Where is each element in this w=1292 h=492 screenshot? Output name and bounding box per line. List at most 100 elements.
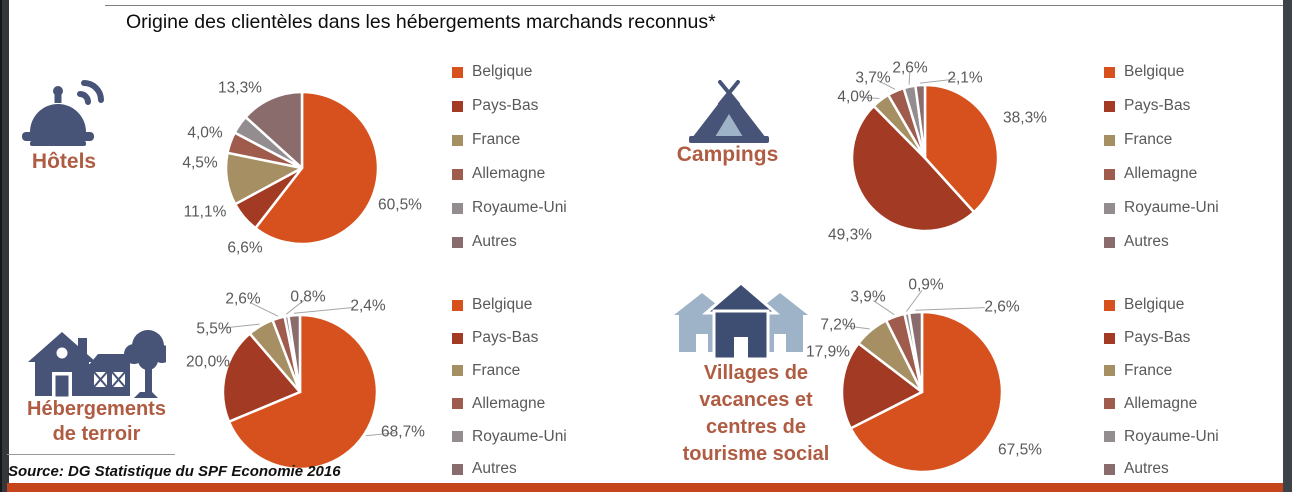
legend-marker <box>1104 134 1115 146</box>
pie-value-label: 60,5% <box>378 197 422 214</box>
category-label-line: Hôtels <box>31 150 97 173</box>
legend-label: Belgique <box>472 63 533 80</box>
legend-item: Allemagne <box>1104 157 1274 191</box>
legend-item: Pays-Bas <box>452 322 622 355</box>
right-border-bar <box>1283 0 1292 492</box>
legend-label: Royaume-Uni <box>1124 427 1219 445</box>
legend-marker <box>452 66 463 78</box>
pie-value-label: 0,8% <box>290 289 326 306</box>
legend-label: Royaume-Uni <box>1124 199 1219 216</box>
legend-campings: Belgique Pays-Bas France Allemagne Royaume-U… <box>1104 55 1274 259</box>
category-label-line: de terroir <box>52 423 141 445</box>
legend-marker <box>1104 168 1115 180</box>
pie-label-leader-line <box>873 300 895 316</box>
pie-label-leader-line <box>223 323 260 329</box>
pie-value-label: 6,6% <box>227 240 263 257</box>
pie-label-leader-line <box>877 79 896 90</box>
pie-label-leader-line <box>844 325 870 330</box>
legend-label: Belgique <box>1124 296 1185 314</box>
pie-slice-belgique <box>923 83 1000 214</box>
bottom-accent-bar <box>7 483 1283 492</box>
category-label-line: Villages de <box>703 362 809 384</box>
legend-label: Allemagne <box>1124 394 1198 412</box>
legend-label: Autres <box>472 233 517 250</box>
pie-chart-hotels: 60,5% 6,6% 11,1% 4,5% 4,0% 13,3% <box>182 80 422 257</box>
legend-marker <box>1104 431 1115 443</box>
legend-label: Autres <box>1124 233 1169 250</box>
legend-marker <box>1104 66 1115 78</box>
legend-label: France <box>1124 131 1173 148</box>
legend-marker <box>1104 365 1115 377</box>
pie-value-label: 3,9% <box>850 289 886 306</box>
legend-item: France <box>1104 123 1274 157</box>
legend-hotels: Belgique Pays-Bas France Allemagne Royaume-U… <box>452 55 622 259</box>
legend-terroir: Belgique Pays-Bas France Allemagne Royaume-U… <box>452 289 622 486</box>
legend-label: France <box>1124 361 1173 379</box>
legend-label: France <box>472 361 521 379</box>
category-label-line: centres de <box>705 416 807 438</box>
category-label-campings: Campings <box>650 143 805 167</box>
pie-value-label: 0,9% <box>908 277 944 294</box>
pie-value-label: 17,9% <box>806 344 850 361</box>
pie-value-label: 20,0% <box>186 354 230 371</box>
pie-value-label: 2,6% <box>225 291 261 308</box>
legend-item: Allemagne <box>452 387 622 420</box>
legend-marker <box>452 431 463 443</box>
legend-label: Pays-Bas <box>1124 97 1191 114</box>
pie-slice-autres <box>914 83 927 160</box>
pie-label-leader-line <box>905 290 923 312</box>
pie-value-label: 2,6% <box>892 60 928 77</box>
legend-item: Royaume-Uni <box>452 191 622 225</box>
legend-marker <box>452 463 463 475</box>
pie-slice-pays-bas <box>221 332 302 423</box>
legend-label: Belgique <box>472 296 533 314</box>
pie-value-label: 2,1% <box>947 70 983 87</box>
legend-item: Autres <box>1104 453 1274 486</box>
pie-value-label: 4,0% <box>837 89 873 106</box>
pie-label-leader-line <box>919 78 957 84</box>
legend-marker <box>452 299 463 311</box>
legend-villages: Belgique Pays-Bas France Allemagne Royaume-U… <box>1104 289 1274 486</box>
category-label-terroir: Hébergements de terroir <box>14 397 179 447</box>
legend-item: Pays-Bas <box>452 89 622 123</box>
legend-item: Royaume-Uni <box>452 420 622 453</box>
legend-item: Belgique <box>1104 55 1274 89</box>
pie-slice-belgique <box>254 90 380 246</box>
pie-slice-pays-bas <box>840 342 924 430</box>
category-label-line: vacances et <box>699 389 813 411</box>
pie-slice-autres <box>244 90 304 170</box>
tent-icon <box>689 80 769 143</box>
farmhouse-tree-icon <box>28 330 166 398</box>
pie-label-leader-line <box>249 301 279 317</box>
legend-label: Pays-Bas <box>1124 329 1191 347</box>
legend-label: Autres <box>1124 460 1169 478</box>
legend-item: Royaume-Uni <box>1104 420 1274 453</box>
pie-value-label: 13,3% <box>218 80 262 97</box>
legend-label: Royaume-Uni <box>472 427 567 445</box>
pie-slice-autres <box>287 313 302 394</box>
pie-value-label: 68,7% <box>381 424 425 441</box>
legend-item: Autres <box>1104 225 1274 259</box>
source-caption: Source: DG Statistique du SPF Economie 2… <box>8 463 341 480</box>
pie-value-label: 2,6% <box>984 299 1020 316</box>
footer-divider-line <box>7 454 175 455</box>
title-divider-line <box>105 5 1283 6</box>
pie-value-label: 49,3% <box>828 227 872 244</box>
legend-marker <box>1104 398 1115 410</box>
legend-label: Autres <box>472 460 517 478</box>
category-label-hotels: Hôtels <box>8 150 120 174</box>
pie-label-leader-line <box>365 432 396 437</box>
legend-item: Allemagne <box>452 157 622 191</box>
pie-label-leader-line <box>294 306 354 314</box>
pie-chart-campings: 38,3% 49,3% 4,0% 3,7%2,6% 2,1% <box>828 60 1047 244</box>
pie-label-leader-line <box>915 307 985 311</box>
legend-label: France <box>472 131 521 148</box>
pie-label-leader-line <box>285 300 304 315</box>
pie-value-label: 3,7% <box>855 70 891 87</box>
legend-marker <box>452 236 463 248</box>
legend-marker <box>1104 299 1115 311</box>
pie-slice-belgique <box>849 310 1004 474</box>
legend-item: France <box>452 123 622 157</box>
legend-marker <box>452 332 463 344</box>
